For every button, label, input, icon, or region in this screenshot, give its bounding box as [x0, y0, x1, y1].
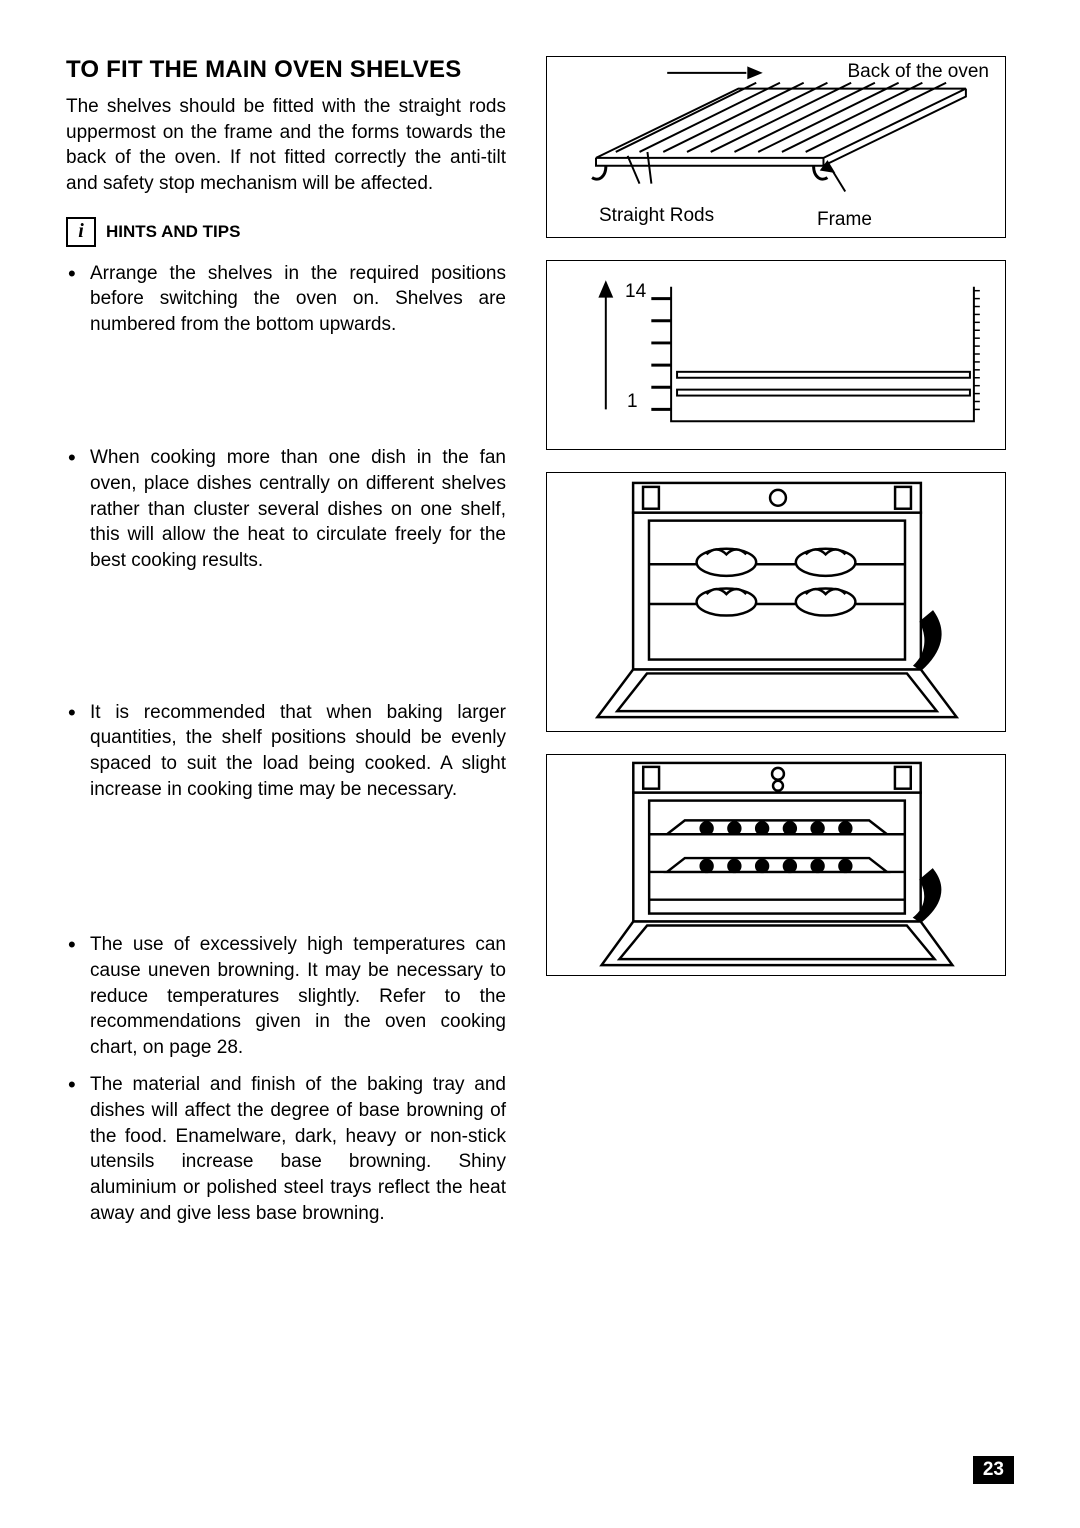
hints-heading: HINTS AND TIPS	[106, 222, 240, 242]
right-column: Back of the oven Straight Rods Frame	[546, 56, 1006, 976]
info-icon: i	[66, 217, 96, 247]
hints-heading-row: i HINTS AND TIPS	[66, 217, 506, 247]
figure-shelf-levels: 14 1	[546, 260, 1006, 450]
levels-svg	[547, 261, 1005, 449]
hints-list: Arrange the shelves in the required posi…	[66, 261, 506, 1227]
hint-item: When cooking more than one dish in the f…	[66, 445, 506, 573]
hint-item: The material and finish of the baking tr…	[66, 1072, 506, 1226]
figure-shelf-diagram: Back of the oven Straight Rods Frame	[546, 56, 1006, 238]
hint-item: It is recommended that when baking large…	[66, 700, 506, 803]
label-level-top: 14	[625, 281, 646, 303]
hint-item: The use of excessively high temperatures…	[66, 932, 506, 1060]
left-column: TO FIT THE MAIN OVEN SHELVES The shelves…	[66, 56, 506, 1226]
figure-oven-spaced-shelves	[546, 754, 1006, 976]
oven1-svg	[547, 473, 1005, 731]
oven2-svg	[547, 755, 1005, 975]
figure-oven-centred-dishes	[546, 472, 1006, 732]
page-number: 23	[973, 1456, 1014, 1484]
label-straight-rods: Straight Rods	[599, 205, 714, 227]
label-back-of-oven: Back of the oven	[847, 61, 989, 83]
label-frame: Frame	[817, 209, 872, 231]
intro-paragraph: The shelves should be fitted with the st…	[66, 94, 506, 197]
section-title: TO FIT THE MAIN OVEN SHELVES	[66, 56, 506, 84]
hint-item: Arrange the shelves in the required posi…	[66, 261, 506, 338]
info-icon-glyph: i	[78, 220, 84, 243]
label-level-bottom: 1	[627, 391, 638, 413]
